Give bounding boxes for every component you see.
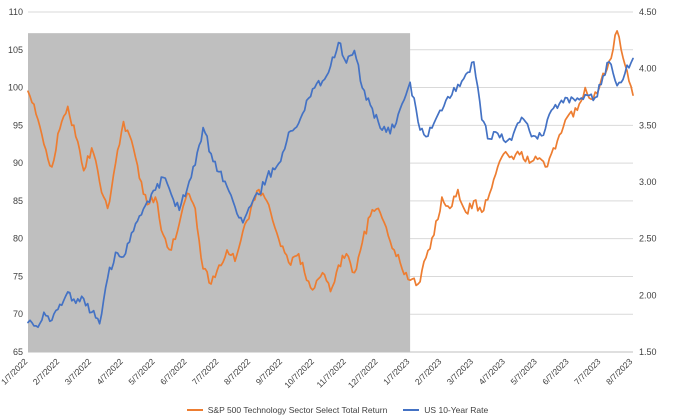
svg-text:110: 110 [9,7,23,17]
line-chart: 65 70 75 80 85 90 95 100 105 110 1.50 2.00 2.50 3.00 3… [0,7,657,390]
svg-text:4.50: 4.50 [639,7,657,17]
svg-text:85: 85 [13,196,23,206]
svg-text:65: 65 [13,347,23,357]
svg-text:75: 75 [13,271,23,281]
svg-text:5/7/2023: 5/7/2023 [508,356,539,387]
svg-text:2.00: 2.00 [639,290,657,300]
legend-item-sp500-tech: S&P 500 Technology Sector Select Total R… [186,405,388,415]
svg-text:6/7/2023: 6/7/2023 [540,356,571,387]
svg-text:7/7/2022: 7/7/2022 [190,356,221,387]
svg-text:3/7/2023: 3/7/2023 [445,356,476,387]
legend-swatch-blue [403,408,420,412]
svg-text:8/7/2022: 8/7/2022 [222,356,253,387]
svg-text:3/7/2022: 3/7/2022 [63,356,94,387]
svg-text:2/7/2022: 2/7/2022 [31,356,62,387]
svg-text:12/7/2022: 12/7/2022 [346,356,380,390]
svg-text:4.00: 4.00 [639,64,657,74]
legend-swatch-orange [186,408,203,412]
svg-text:11/7/2022: 11/7/2022 [314,356,348,390]
svg-text:2/7/2023: 2/7/2023 [413,356,444,387]
svg-text:4/7/2022: 4/7/2022 [94,356,125,387]
svg-text:1/7/2022: 1/7/2022 [0,356,30,387]
svg-text:10/7/2022: 10/7/2022 [282,356,316,390]
svg-text:3.50: 3.50 [639,120,657,130]
svg-text:8/7/2023: 8/7/2023 [604,356,635,387]
svg-text:2.50: 2.50 [639,234,657,244]
legend-item-us-10yr: US 10-Year Rate [403,405,488,415]
svg-text:5/7/2022: 5/7/2022 [126,356,157,387]
svg-text:1/7/2023: 1/7/2023 [381,356,412,387]
svg-text:105: 105 [8,45,23,55]
legend-label-us-10yr: US 10-Year Rate [424,405,489,415]
chart-legend: S&P 500 Technology Sector Select Total R… [0,405,675,415]
svg-text:100: 100 [8,83,23,93]
svg-text:7/7/2023: 7/7/2023 [572,356,603,387]
svg-text:95: 95 [13,120,23,130]
svg-text:9/7/2022: 9/7/2022 [254,356,285,387]
svg-text:1.50: 1.50 [639,347,657,357]
svg-text:90: 90 [13,158,23,168]
svg-text:70: 70 [13,309,23,319]
svg-text:3.00: 3.00 [639,177,657,187]
svg-text:6/7/2022: 6/7/2022 [158,356,189,387]
svg-text:4/7/2023: 4/7/2023 [477,356,508,387]
svg-text:80: 80 [13,234,23,244]
legend-label-sp500-tech: S&P 500 Technology Sector Select Total R… [207,405,388,415]
